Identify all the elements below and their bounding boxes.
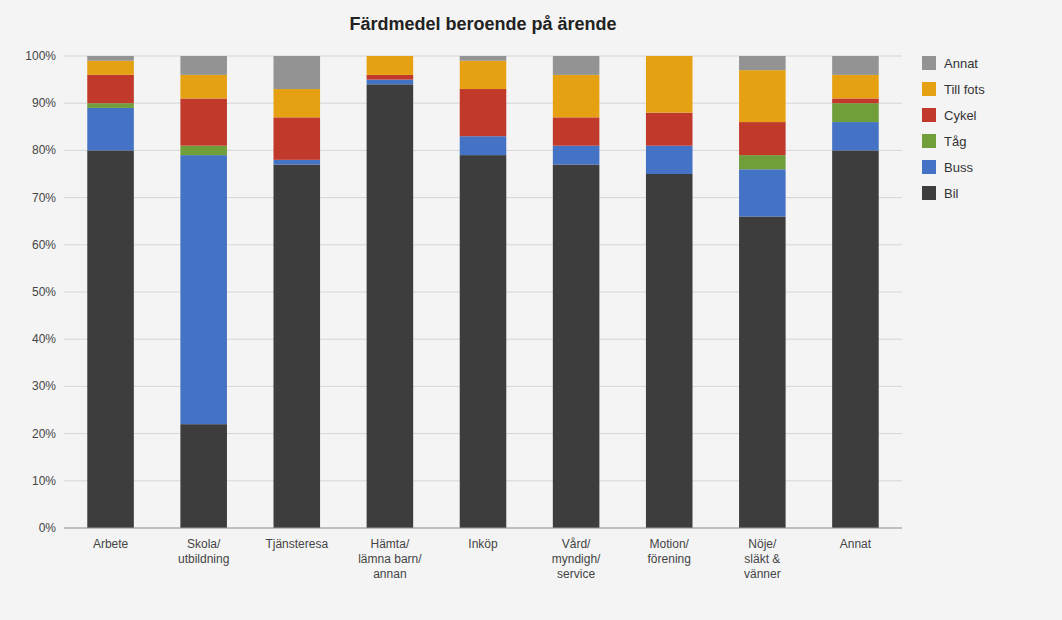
y-tick-label: 20% [32, 427, 56, 441]
bar-segment [274, 56, 321, 89]
bar-segment [180, 56, 227, 75]
bar-segment [646, 146, 693, 174]
bar-segment [460, 89, 507, 136]
bar-segment [180, 98, 227, 145]
bar-segment [832, 122, 879, 150]
bar-segment [180, 155, 227, 424]
x-axis: Arbete Skola/utbildning Tjänsteresa Hämta/l… [93, 537, 872, 581]
x-tick-label: Skola/utbildning [178, 537, 229, 566]
legend-swatch [922, 186, 936, 200]
bar-segment [646, 56, 693, 113]
legend-swatch [922, 56, 936, 70]
bar-segment [553, 165, 600, 528]
legend-label: Till fots [944, 82, 985, 97]
bar-segment [367, 80, 414, 85]
x-tick-label: Vård/myndigh/service [552, 537, 601, 581]
bar-segment [832, 150, 879, 528]
bar-segment [553, 146, 600, 165]
bar-segment [553, 117, 600, 145]
x-tick-label: Inköp [468, 537, 498, 551]
legend-swatch [922, 160, 936, 174]
bar-segment [646, 174, 693, 528]
bar-segment [87, 61, 134, 75]
chart: Färdmedel beroende på ärende 0% 10% 20% 30% 4… [0, 0, 1062, 620]
bar-segment [739, 216, 786, 528]
x-tick-label: Annat [840, 537, 872, 551]
bar-segment [87, 108, 134, 150]
y-tick-label: 10% [32, 474, 56, 488]
bars [87, 56, 878, 528]
legend-label: Tåg [944, 134, 966, 149]
legend-label: Annat [944, 56, 978, 71]
bar-segment [180, 146, 227, 155]
y-axis: 0% 10% 20% 30% 40% 50% 60% 70% 80% 90% 100% [25, 49, 902, 535]
x-axis-line [64, 528, 902, 529]
bar-segment [832, 56, 879, 75]
legend-swatch [922, 134, 936, 148]
bar-segment [646, 113, 693, 146]
legend-label: Bil [944, 186, 959, 201]
bar-segment [87, 150, 134, 528]
bar-segment [87, 103, 134, 108]
y-tick-label: 80% [32, 143, 56, 157]
bar-segment [460, 56, 507, 61]
bar-segment [460, 155, 507, 528]
bar-segment [274, 89, 321, 117]
x-tick-label: Hämta/lämna barn/annan [358, 537, 422, 581]
x-tick-label: Nöje/släkt &vänner [744, 537, 781, 581]
y-tick-label: 90% [32, 96, 56, 110]
bar-segment [180, 424, 227, 528]
bar-segment [180, 75, 227, 99]
legend-label: Buss [944, 160, 973, 175]
x-tick-label: Tjänsteresa [265, 537, 328, 551]
bar-segment [274, 117, 321, 159]
bar-segment [460, 136, 507, 155]
legend-swatch [922, 82, 936, 96]
legend-swatch [922, 108, 936, 122]
y-tick-label: 60% [32, 238, 56, 252]
bar-segment [553, 56, 600, 75]
bar-segment [739, 155, 786, 169]
bar-segment [553, 75, 600, 117]
bar-segment [367, 84, 414, 528]
bar-segment [832, 75, 879, 99]
x-tick-label: Motion/förening [648, 537, 691, 566]
bar-segment [367, 75, 414, 80]
y-tick-label: 100% [25, 49, 56, 63]
grid-line [64, 528, 902, 529]
bar-segment [367, 56, 414, 57]
y-tick-label: 50% [32, 285, 56, 299]
bar-segment [367, 56, 414, 75]
y-tick-label: 0% [39, 521, 57, 535]
bar-segment [832, 98, 879, 103]
title: Färdmedel beroende på ärende [349, 14, 616, 34]
bar-segment [460, 61, 507, 89]
bar-segment [832, 103, 879, 122]
bar-segment [739, 70, 786, 122]
bar-segment [739, 56, 786, 70]
bar-segment [87, 75, 134, 103]
bar-segment [646, 56, 693, 57]
bar-segment [274, 160, 321, 165]
y-tick-label: 40% [32, 332, 56, 346]
bar-segment [87, 56, 134, 61]
legend-label: Cykel [944, 108, 977, 123]
x-tick-label: Arbete [93, 537, 129, 551]
y-tick-label: 30% [32, 379, 56, 393]
legend: Annat Till fots Cykel Tåg Buss Bil [922, 56, 985, 201]
bar-segment [274, 165, 321, 528]
bar-segment [739, 122, 786, 155]
bar-segment [739, 169, 786, 216]
y-tick-label: 70% [32, 191, 56, 205]
